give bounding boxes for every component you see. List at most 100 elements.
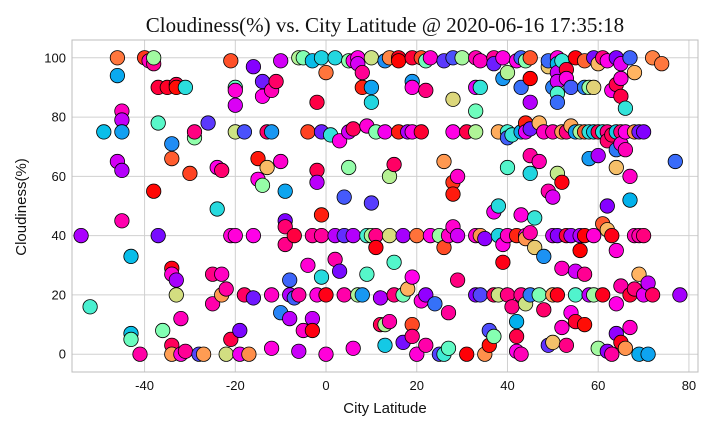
data-point bbox=[300, 257, 316, 273]
data-point bbox=[622, 319, 638, 336]
data-point bbox=[377, 337, 393, 353]
data-point bbox=[227, 82, 243, 99]
data-point bbox=[554, 319, 570, 336]
data-point bbox=[227, 97, 243, 113]
data-point bbox=[313, 269, 330, 285]
data-point bbox=[644, 287, 661, 303]
data-point bbox=[440, 305, 457, 321]
data-point bbox=[536, 248, 552, 264]
data-point bbox=[672, 287, 688, 303]
data-point bbox=[263, 287, 280, 303]
data-point bbox=[558, 337, 575, 353]
data-point bbox=[472, 287, 488, 303]
data-point bbox=[291, 287, 307, 303]
data-point bbox=[372, 290, 389, 306]
data-point bbox=[522, 70, 538, 87]
data-point bbox=[576, 316, 593, 333]
data-point bbox=[554, 174, 570, 190]
data-point bbox=[341, 159, 357, 176]
data-point bbox=[164, 151, 180, 167]
x-tick-label: 80 bbox=[682, 378, 696, 393]
data-point bbox=[123, 331, 139, 347]
data-point bbox=[109, 50, 126, 66]
data-point bbox=[635, 124, 652, 140]
data-point bbox=[114, 213, 130, 229]
data-point bbox=[390, 53, 407, 69]
data-point bbox=[254, 177, 271, 193]
data-point bbox=[468, 103, 484, 119]
data-point bbox=[309, 174, 325, 190]
data-point bbox=[186, 124, 203, 140]
data-point bbox=[377, 124, 393, 140]
data-point bbox=[259, 159, 275, 176]
data-point bbox=[563, 79, 579, 96]
data-point bbox=[146, 183, 162, 199]
data-point bbox=[454, 50, 470, 66]
data-point bbox=[608, 242, 624, 259]
data-point bbox=[545, 334, 561, 350]
data-point bbox=[168, 272, 184, 288]
data-point bbox=[277, 236, 293, 253]
data-point bbox=[164, 136, 180, 152]
data-point bbox=[522, 94, 538, 110]
data-point bbox=[223, 53, 239, 69]
data-point bbox=[576, 266, 593, 282]
data-point bbox=[218, 346, 234, 362]
data-point bbox=[567, 287, 584, 303]
data-point bbox=[486, 328, 502, 344]
data-point bbox=[445, 124, 461, 140]
data-point bbox=[409, 228, 425, 244]
data-point bbox=[205, 296, 221, 312]
y-tick-label: 100 bbox=[44, 50, 66, 65]
data-point bbox=[331, 133, 348, 149]
x-axis-label: City Latitude bbox=[343, 400, 426, 417]
data-point bbox=[549, 287, 566, 303]
data-point bbox=[472, 53, 488, 69]
data-point bbox=[313, 50, 330, 66]
data-point bbox=[404, 269, 420, 285]
data-point bbox=[123, 248, 139, 264]
data-point bbox=[522, 225, 538, 241]
data-point bbox=[114, 124, 130, 140]
y-tick-label: 40 bbox=[52, 228, 66, 243]
data-point bbox=[622, 168, 638, 184]
data-point bbox=[327, 50, 343, 66]
y-axis-ticks: 0 20 40 60 80 100 bbox=[44, 50, 66, 361]
data-point bbox=[513, 346, 529, 362]
data-point bbox=[318, 65, 334, 81]
data-point bbox=[354, 65, 370, 81]
data-point bbox=[608, 159, 624, 176]
data-point bbox=[345, 340, 361, 356]
data-point bbox=[109, 68, 126, 84]
data-point bbox=[336, 189, 352, 205]
data-point bbox=[282, 310, 298, 327]
data-point bbox=[168, 287, 184, 303]
data-point bbox=[422, 50, 438, 66]
data-point bbox=[499, 65, 516, 81]
data-point bbox=[282, 272, 298, 288]
data-point bbox=[177, 343, 193, 359]
x-tick-label: 0 bbox=[322, 378, 329, 393]
data-point bbox=[413, 124, 429, 140]
plot-frame bbox=[71, 39, 699, 373]
data-point bbox=[291, 343, 307, 359]
data-point bbox=[177, 79, 193, 96]
data-point bbox=[572, 242, 588, 259]
data-point bbox=[173, 310, 189, 327]
data-point bbox=[445, 186, 461, 202]
data-point bbox=[268, 73, 284, 90]
data-point bbox=[622, 50, 638, 66]
x-tick-label: 20 bbox=[410, 378, 424, 393]
data-point bbox=[459, 346, 475, 362]
x-tick-label: -40 bbox=[135, 378, 154, 393]
data-point bbox=[654, 56, 670, 72]
data-point bbox=[640, 346, 656, 362]
data-point bbox=[381, 313, 398, 330]
data-point bbox=[531, 153, 547, 170]
data-point bbox=[617, 142, 634, 158]
data-point bbox=[590, 148, 606, 164]
data-point bbox=[241, 346, 257, 362]
data-point bbox=[245, 228, 261, 244]
data-point bbox=[363, 195, 379, 211]
